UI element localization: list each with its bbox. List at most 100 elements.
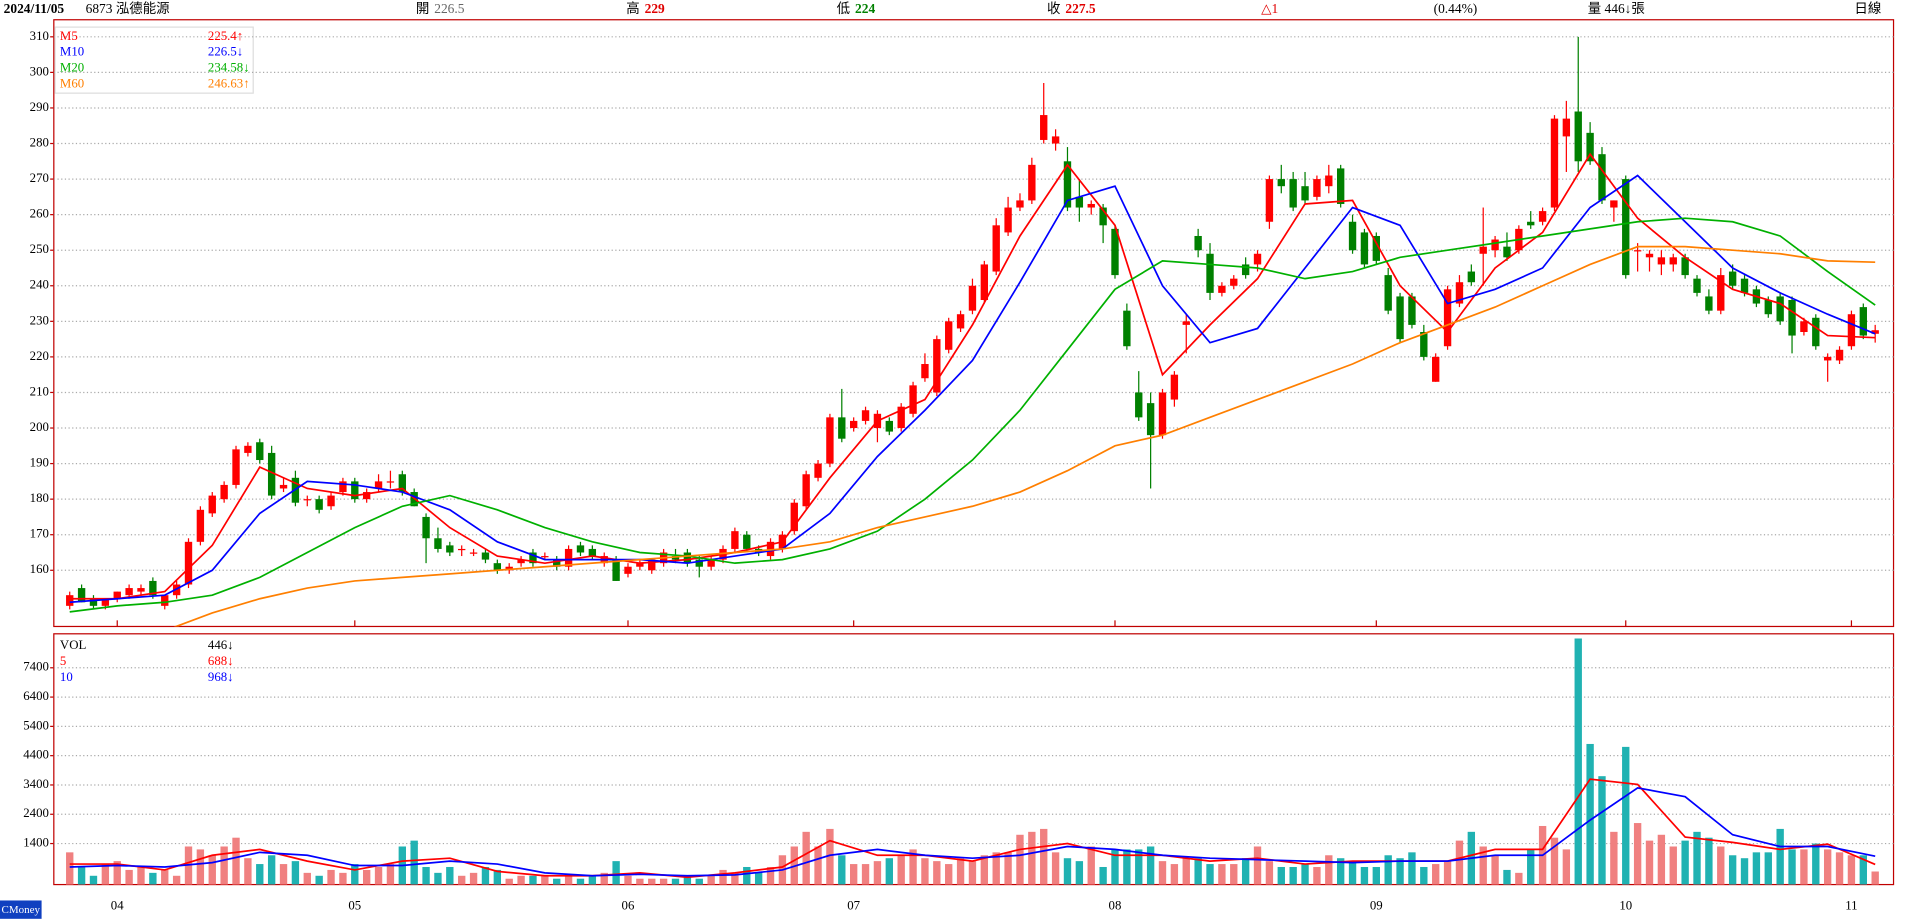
volume-bar <box>172 875 181 885</box>
volume-bar <box>1871 871 1879 885</box>
volume-bar <box>374 866 383 885</box>
candle-body <box>244 445 252 453</box>
volume-bar <box>576 878 585 885</box>
candle-body <box>77 588 86 603</box>
candle-body <box>1657 257 1666 265</box>
volume-bar <box>707 875 715 885</box>
candle-body <box>1313 179 1321 197</box>
volume-bar <box>1408 852 1416 885</box>
volume-bar <box>267 855 276 885</box>
candle-body <box>196 509 205 542</box>
legend-name: M10 <box>60 45 84 59</box>
candle-body <box>1336 168 1345 204</box>
candle-body <box>362 492 371 500</box>
volume-bar <box>849 864 858 885</box>
y-tick-label: 190 <box>30 456 49 470</box>
candle-body <box>885 420 893 432</box>
volume-bar <box>1016 834 1024 885</box>
ma-line <box>69 152 1876 600</box>
date: 2024/11/05 <box>4 1 65 16</box>
volume-bar <box>1740 858 1749 885</box>
legend-name: M60 <box>60 77 84 91</box>
volume-bar <box>1598 776 1606 885</box>
y-tick-label: 6400 <box>23 689 49 703</box>
volume-bar <box>1075 861 1084 885</box>
candle-body <box>1372 235 1380 261</box>
candle-body <box>1574 111 1582 162</box>
y-tick-label: 2400 <box>23 806 49 820</box>
candle-body <box>1728 271 1737 286</box>
volume-bar <box>244 858 252 885</box>
candle-body <box>1693 278 1701 293</box>
volume-bar <box>885 858 893 885</box>
volume-bar <box>481 866 490 885</box>
volume-bar <box>1693 831 1701 885</box>
volume-bar <box>256 864 264 885</box>
candle-body <box>968 285 977 311</box>
volume-bar <box>220 846 228 885</box>
volume-bar <box>600 872 608 885</box>
volume-bar <box>161 869 169 885</box>
candle-body <box>1146 403 1155 436</box>
legend-value: 446↓ <box>208 638 234 652</box>
volume-bar <box>279 864 288 885</box>
volume-bar <box>588 875 597 885</box>
volume-bar <box>683 875 692 885</box>
volume-bar <box>1313 866 1321 885</box>
y-tick-label: 180 <box>30 491 49 505</box>
candle-body <box>636 563 644 567</box>
volume-bar <box>66 852 74 885</box>
legend-value: 246.63↑ <box>208 77 250 91</box>
candle-body <box>1325 175 1333 187</box>
candle-body <box>469 552 478 554</box>
legend-name: 5 <box>60 654 66 668</box>
candle-body <box>339 481 347 493</box>
legend-value: 225.4↑ <box>208 29 243 43</box>
candle-body <box>588 548 597 557</box>
volume-bar <box>1289 866 1297 885</box>
candle-body <box>1123 310 1131 347</box>
volume-bar <box>897 855 905 885</box>
volume-bar <box>1325 855 1333 885</box>
volume-bar <box>1432 864 1440 885</box>
volume-bar <box>624 875 632 885</box>
legend-name: M20 <box>60 61 84 75</box>
candle-body <box>802 474 810 507</box>
candle-body <box>303 499 311 501</box>
x-tick-label: 08 <box>1109 899 1122 913</box>
volume-bar <box>1301 864 1309 885</box>
open: 226.5 <box>434 1 465 16</box>
candle-body <box>980 264 989 300</box>
y-tick-label: 220 <box>30 349 49 363</box>
candle-body <box>517 559 525 564</box>
candle-body <box>1479 246 1487 254</box>
ma-lines <box>69 778 1876 879</box>
candle-body <box>1800 321 1808 333</box>
candle-body <box>1194 235 1202 251</box>
candle-body <box>849 420 858 429</box>
candle-body <box>161 595 169 606</box>
volume-bar <box>1669 846 1677 885</box>
candle-body <box>1717 275 1725 311</box>
high: 229 <box>645 1 665 16</box>
volume-bar <box>933 861 941 885</box>
candle-body <box>1622 179 1630 276</box>
volume-bar <box>1764 852 1772 885</box>
candle-body <box>1040 115 1048 140</box>
volume-bar <box>1717 846 1725 885</box>
volume-bar <box>1491 855 1499 885</box>
volume-bar <box>909 849 917 885</box>
y-tick-label: 4400 <box>23 748 49 762</box>
volume-bar <box>529 875 537 885</box>
candle-body <box>1063 161 1072 208</box>
volume-bar <box>1372 866 1380 885</box>
volume: 量 446↓張 <box>1588 1 1645 16</box>
candle-body <box>1705 296 1713 311</box>
candle-body <box>1384 275 1392 311</box>
close: 227.5 <box>1065 1 1096 16</box>
candle-body <box>695 559 703 567</box>
volume-bar <box>1443 861 1452 885</box>
candle-body <box>1420 332 1428 357</box>
volume-bar <box>1206 864 1214 885</box>
